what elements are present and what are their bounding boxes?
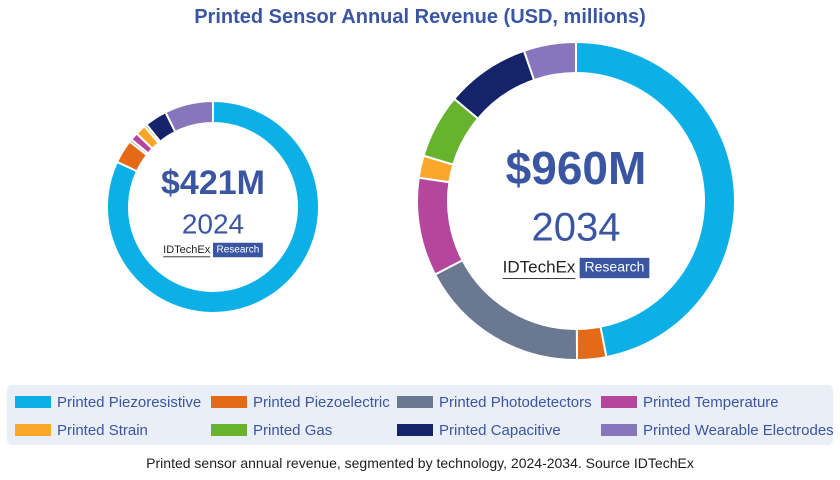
legend-swatch xyxy=(211,424,247,436)
legend-item-printed-strain: Printed Strain xyxy=(15,420,148,440)
legend-item-printed-temperature: Printed Temperature xyxy=(601,392,779,412)
year-label-2024: 2024 xyxy=(182,208,244,239)
legend-swatch xyxy=(15,396,51,408)
slice-2024-printed-wearable-electrodes xyxy=(164,99,214,134)
legend-swatch xyxy=(211,396,247,408)
slice-2034-printed-wearable-electrodes xyxy=(522,40,577,82)
legend-swatch xyxy=(397,396,433,408)
legend-label: Printed Photodetectors xyxy=(439,393,592,411)
year-label-2034: 2034 xyxy=(532,206,621,250)
idtechex-logo: IDTechEx Research xyxy=(502,257,650,279)
legend-label: Printed Strain xyxy=(57,421,148,439)
legend-swatch xyxy=(397,424,433,436)
slice-2034-printed-piezoresistive xyxy=(575,40,736,359)
logo-badge xyxy=(579,257,650,279)
figure-caption: Printed sensor annual revenue, segmented… xyxy=(146,455,694,471)
legend: Printed Piezoresistive Printed Piezoelect… xyxy=(7,385,834,445)
donut-charts: $421M 2024 IDTechEx Research $960M 2034 IDTech… xyxy=(106,40,736,362)
legend-item-printed-capacitive: Printed Capacitive xyxy=(397,420,561,440)
total-label-2034: $960M xyxy=(506,142,647,194)
legend-label: Printed Piezoresistive xyxy=(57,393,202,411)
idtechex-logo: IDTechEx Research xyxy=(163,242,263,258)
legend-label: Printed Piezoelectric xyxy=(253,393,390,411)
chart-title: Printed Sensor Annual Revenue (USD, mill… xyxy=(194,6,646,28)
legend-item-printed-gas: Printed Gas xyxy=(211,420,332,440)
logo-badge-text: Research xyxy=(217,245,260,256)
legend-item-printed-photodetectors: Printed Photodetectors xyxy=(397,392,592,412)
legend-item-printed-piezoresistive: Printed Piezoresistive xyxy=(15,392,201,412)
legend-swatch xyxy=(15,424,51,436)
logo-brand: IDTechEx xyxy=(503,257,576,276)
legend-item-printed-wearable-electrodes: Printed Wearable Electrodes xyxy=(601,420,834,440)
slice-2034-printed-capacitive xyxy=(452,49,536,121)
donut-2034 xyxy=(416,40,736,362)
legend-item-printed-piezoelectric: Printed Piezoelectric xyxy=(211,392,390,412)
legend-label: Printed Capacitive xyxy=(439,421,561,439)
logo-brand: IDTechEx xyxy=(163,244,211,256)
total-label-2024: $421M xyxy=(161,164,265,202)
slice-2034-printed-piezoelectric xyxy=(575,325,608,362)
donut-2024 xyxy=(106,99,320,314)
legend-swatch xyxy=(601,424,637,436)
legend-label: Printed Wearable Electrodes xyxy=(643,421,834,439)
legend-label: Printed Temperature xyxy=(643,393,779,411)
legend-swatch xyxy=(601,396,637,408)
legend-label: Printed Gas xyxy=(253,421,333,439)
slice-2024-printed-piezoresistive xyxy=(106,99,320,314)
logo-badge-text: Research xyxy=(585,259,645,275)
slice-2034-printed-temperature xyxy=(416,176,464,276)
logo-badge xyxy=(213,242,263,258)
